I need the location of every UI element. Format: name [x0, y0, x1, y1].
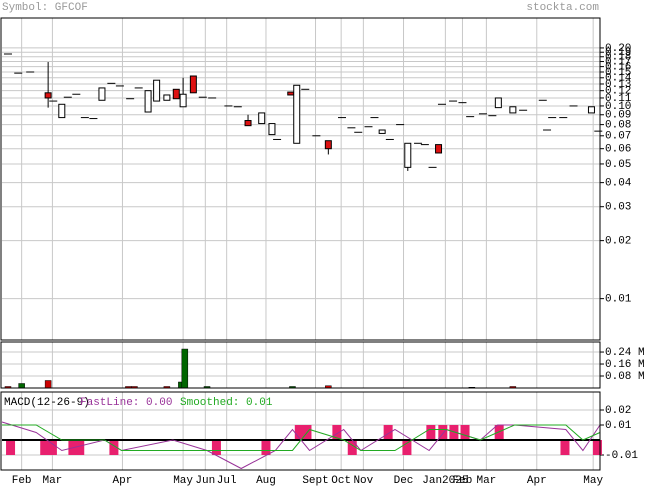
y-tick-label: 0.10 — [605, 101, 631, 113]
volume-bar — [18, 383, 25, 389]
y-tick-label: 0.24 M — [605, 347, 645, 359]
candle-body — [287, 91, 295, 96]
candle-body — [189, 75, 197, 94]
candle-body — [153, 79, 161, 102]
y-tick-label: 0.03 — [605, 202, 631, 214]
candle-body — [44, 92, 52, 99]
panel-frame — [0, 391, 601, 471]
histogram-bar — [560, 440, 570, 455]
candle-body — [258, 112, 266, 125]
x-tick-label: Nov — [353, 475, 373, 486]
x-tick-label: Dec — [394, 475, 414, 486]
y-tick-label: 0.18 — [605, 52, 631, 64]
legend-entry: FastLine: 0.00 — [80, 397, 172, 409]
candle-body — [179, 93, 187, 108]
candle-body — [404, 142, 412, 168]
y-tick-label: 0.06 — [605, 144, 631, 156]
histogram-bar — [47, 440, 57, 455]
x-tick-label: May — [173, 475, 193, 486]
candle-body — [435, 144, 443, 154]
candle-body — [144, 90, 152, 113]
volume-bar — [44, 380, 52, 389]
histogram-bar — [6, 440, 16, 455]
x-tick-label: Apr — [113, 475, 133, 486]
candle-body — [293, 84, 301, 144]
legend-entry: Smoothed: 0.01 — [180, 397, 273, 409]
candle-body — [172, 88, 180, 100]
volume-bar — [181, 348, 189, 389]
y-tick-label: 0.02 — [605, 405, 631, 417]
x-tick-label: Jul — [217, 475, 237, 486]
y-tick-label: 0.19 — [605, 47, 631, 59]
x-tick-label: Sept — [302, 475, 328, 486]
histogram-bar — [211, 440, 221, 455]
candle-body — [494, 97, 502, 109]
histogram-bar — [460, 425, 470, 440]
x-tick-label: Jan2025 — [422, 475, 468, 486]
y-tick-label: 0.16 — [605, 62, 631, 74]
panel-frame — [0, 17, 601, 341]
x-tick-label: Feb — [12, 475, 32, 486]
candle-body — [58, 103, 66, 119]
y-tick-label: 0.08 — [605, 120, 631, 132]
y-tick-label: 0.09 — [605, 110, 631, 122]
histogram-bar — [383, 425, 393, 440]
y-tick-label: 0.16 M — [605, 359, 645, 371]
symbol-title: Symbol: GFCOF — [2, 2, 88, 14]
y-tick-label: 0.20 — [605, 43, 631, 55]
candle-body — [378, 129, 386, 134]
histogram-bar — [592, 440, 602, 455]
y-tick-label: 0.11 — [605, 93, 632, 105]
y-tick-label: 0.05 — [605, 159, 631, 171]
candle-body — [268, 123, 276, 136]
histogram-bar — [347, 440, 357, 455]
candle-body — [98, 87, 106, 101]
candle-body — [587, 106, 595, 114]
x-tick-label: May — [583, 475, 603, 486]
x-tick-label: Aug — [256, 475, 276, 486]
y-tick-label: 0.15 — [605, 67, 631, 79]
histogram-bar — [109, 440, 119, 455]
histogram-bar — [494, 425, 504, 440]
histogram-bar — [294, 425, 304, 440]
macd-title: MACD(12-26-9) — [4, 397, 90, 409]
candle-body — [509, 106, 517, 114]
histogram-bar — [449, 425, 459, 440]
site-name: stockta.com — [526, 2, 599, 14]
y-tick-label: -0.01 — [605, 450, 638, 462]
candle-body — [163, 94, 171, 101]
y-tick-label: 0.02 — [605, 236, 631, 248]
x-tick-label: Jun — [195, 475, 215, 486]
x-tick-label: Mar — [42, 475, 62, 486]
histogram-bar — [332, 425, 342, 440]
y-tick-label: 0.14 — [605, 73, 632, 85]
y-tick-label: 0.08 M — [605, 371, 645, 383]
x-tick-label: Mar — [476, 475, 496, 486]
candle-body — [324, 140, 332, 150]
histogram-bar — [426, 425, 436, 440]
x-tick-label: Feb — [453, 475, 473, 486]
histogram-bar — [40, 440, 50, 455]
y-tick-label: 0.12 — [605, 86, 631, 98]
y-tick-label: 0.04 — [605, 178, 632, 190]
x-tick-label: Apr — [527, 475, 547, 486]
y-tick-label: 0.17 — [605, 56, 631, 68]
y-tick-label: 0.01 — [605, 420, 632, 432]
y-tick-label: 0.13 — [605, 79, 631, 91]
histogram-bar — [75, 440, 85, 455]
candle-body — [244, 120, 252, 127]
y-tick-label: 0.01 — [605, 294, 632, 306]
y-tick-label: 0.07 — [605, 131, 631, 143]
macd-line — [2, 424, 601, 451]
histogram-bar — [438, 425, 448, 440]
x-tick-label: Oct — [331, 475, 351, 486]
panel-frame — [0, 341, 601, 389]
histogram-bar — [261, 440, 271, 455]
histogram-bar — [402, 440, 412, 455]
